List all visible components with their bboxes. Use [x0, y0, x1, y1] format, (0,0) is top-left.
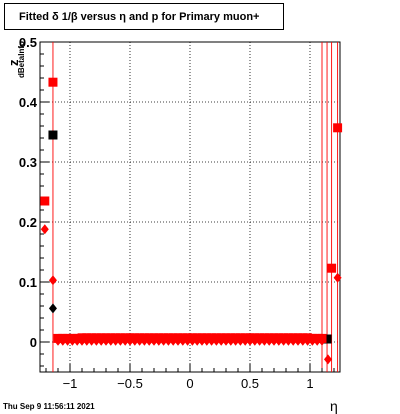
data-point-diamond [87, 335, 96, 346]
data-point-diamond [279, 335, 288, 346]
data-point-diamond [169, 335, 178, 346]
data-point-diamond [40, 224, 49, 235]
data-point-diamond [289, 335, 298, 346]
data-point-diamond [212, 335, 221, 346]
data-point-square [327, 263, 337, 273]
data-point-diamond [92, 335, 101, 346]
data-point-diamond [250, 335, 259, 346]
y-tick-label: 0.4 [19, 95, 38, 110]
data-point-diamond [255, 335, 264, 346]
data-point-diamond [97, 335, 106, 346]
data-point-diamond [58, 335, 67, 346]
axis-layer: −1 −0.5 0 0.5 1 0 0.1 0.2 0.3 0.4 0.5 [19, 35, 335, 391]
data-point-diamond [48, 275, 57, 286]
data-point-diamond [121, 335, 130, 346]
data-point-diamond [188, 335, 197, 346]
data-point-square [333, 123, 343, 133]
data-point-square [40, 196, 50, 206]
data-point-diamond [274, 335, 283, 346]
data-point-diamond [308, 335, 317, 346]
data-point-diamond [63, 335, 72, 346]
y-tick-label: 0.2 [19, 215, 37, 230]
data-point-diamond [178, 335, 187, 346]
data-point-diamond [246, 335, 254, 346]
data-point-diamond [54, 335, 62, 346]
data-point-diamond [324, 354, 332, 365]
data-point-diamond [217, 335, 226, 346]
data-point-diamond [145, 335, 154, 346]
data-point-diamond [73, 335, 82, 346]
data-point-diamond [130, 335, 139, 346]
grid-layer [40, 41, 340, 372]
data-point-diamond [183, 335, 192, 346]
x-tick-label: 1 [306, 376, 313, 391]
data-point-diamond [270, 335, 278, 346]
data-point-diamond [126, 335, 134, 346]
data-point-diamond [78, 335, 86, 346]
data-point-diamond [318, 335, 326, 346]
data-point-diamond [102, 335, 110, 346]
x-tick-label: −0.5 [117, 376, 143, 391]
x-axis-label: η [330, 398, 338, 414]
data-point-diamond [82, 335, 91, 346]
data-point-diamond [313, 335, 322, 346]
data-point-diamond [202, 335, 211, 346]
y-tick-label: 0.5 [19, 35, 37, 50]
data-point-diamond [260, 335, 269, 346]
data-point-diamond [284, 335, 293, 346]
data-point-diamond [174, 335, 182, 346]
data-point-diamond [164, 335, 173, 346]
data-point-diamond [68, 335, 77, 346]
data-point-diamond [48, 303, 57, 314]
data-point-diamond [294, 335, 302, 346]
data-point-diamond [303, 335, 312, 346]
data-point-diamond [226, 335, 235, 346]
x-tick-label: 0 [186, 376, 193, 391]
data-point-diamond [236, 335, 245, 346]
y-tick-label: 0 [30, 335, 37, 350]
data-point-square [48, 77, 58, 87]
data-point-diamond [106, 335, 115, 346]
data-point-diamond [198, 335, 206, 346]
data-point-diamond [116, 335, 125, 346]
data-point-diamond [333, 272, 342, 283]
y-axis-label-subscript: dBetaInfo [17, 41, 26, 78]
footer-timestamp: Thu Sep 9 11:56:11 2021 [3, 402, 95, 411]
data-point-diamond [159, 335, 168, 346]
data-point-diamond [222, 335, 230, 346]
data-point-diamond [150, 335, 158, 346]
x-tick-label: 0.5 [241, 376, 259, 391]
data-point-diamond [140, 335, 149, 346]
chart-title: Fitted δ 1/β versus η and p for Primary … [19, 11, 260, 23]
data-point-diamond [193, 335, 202, 346]
data-point-square [322, 334, 332, 344]
data-point-diamond [111, 335, 120, 346]
data-point-diamond [154, 335, 163, 346]
data-point-square [48, 130, 58, 140]
y-tick-label: 0.1 [19, 275, 37, 290]
data-point-diamond [241, 335, 250, 346]
marker-layer [40, 77, 343, 365]
data-point-diamond [231, 335, 240, 346]
data-point-diamond [298, 335, 307, 346]
data-point-diamond [207, 335, 216, 346]
chart-title-box: Fitted δ 1/β versus η and p for Primary … [4, 3, 284, 30]
data-point-diamond [135, 335, 144, 346]
data-point-diamond [265, 335, 274, 346]
y-tick-label: 0.3 [19, 155, 37, 170]
x-tick-label: −1 [63, 376, 78, 391]
vertical-lines-layer [52, 42, 339, 372]
